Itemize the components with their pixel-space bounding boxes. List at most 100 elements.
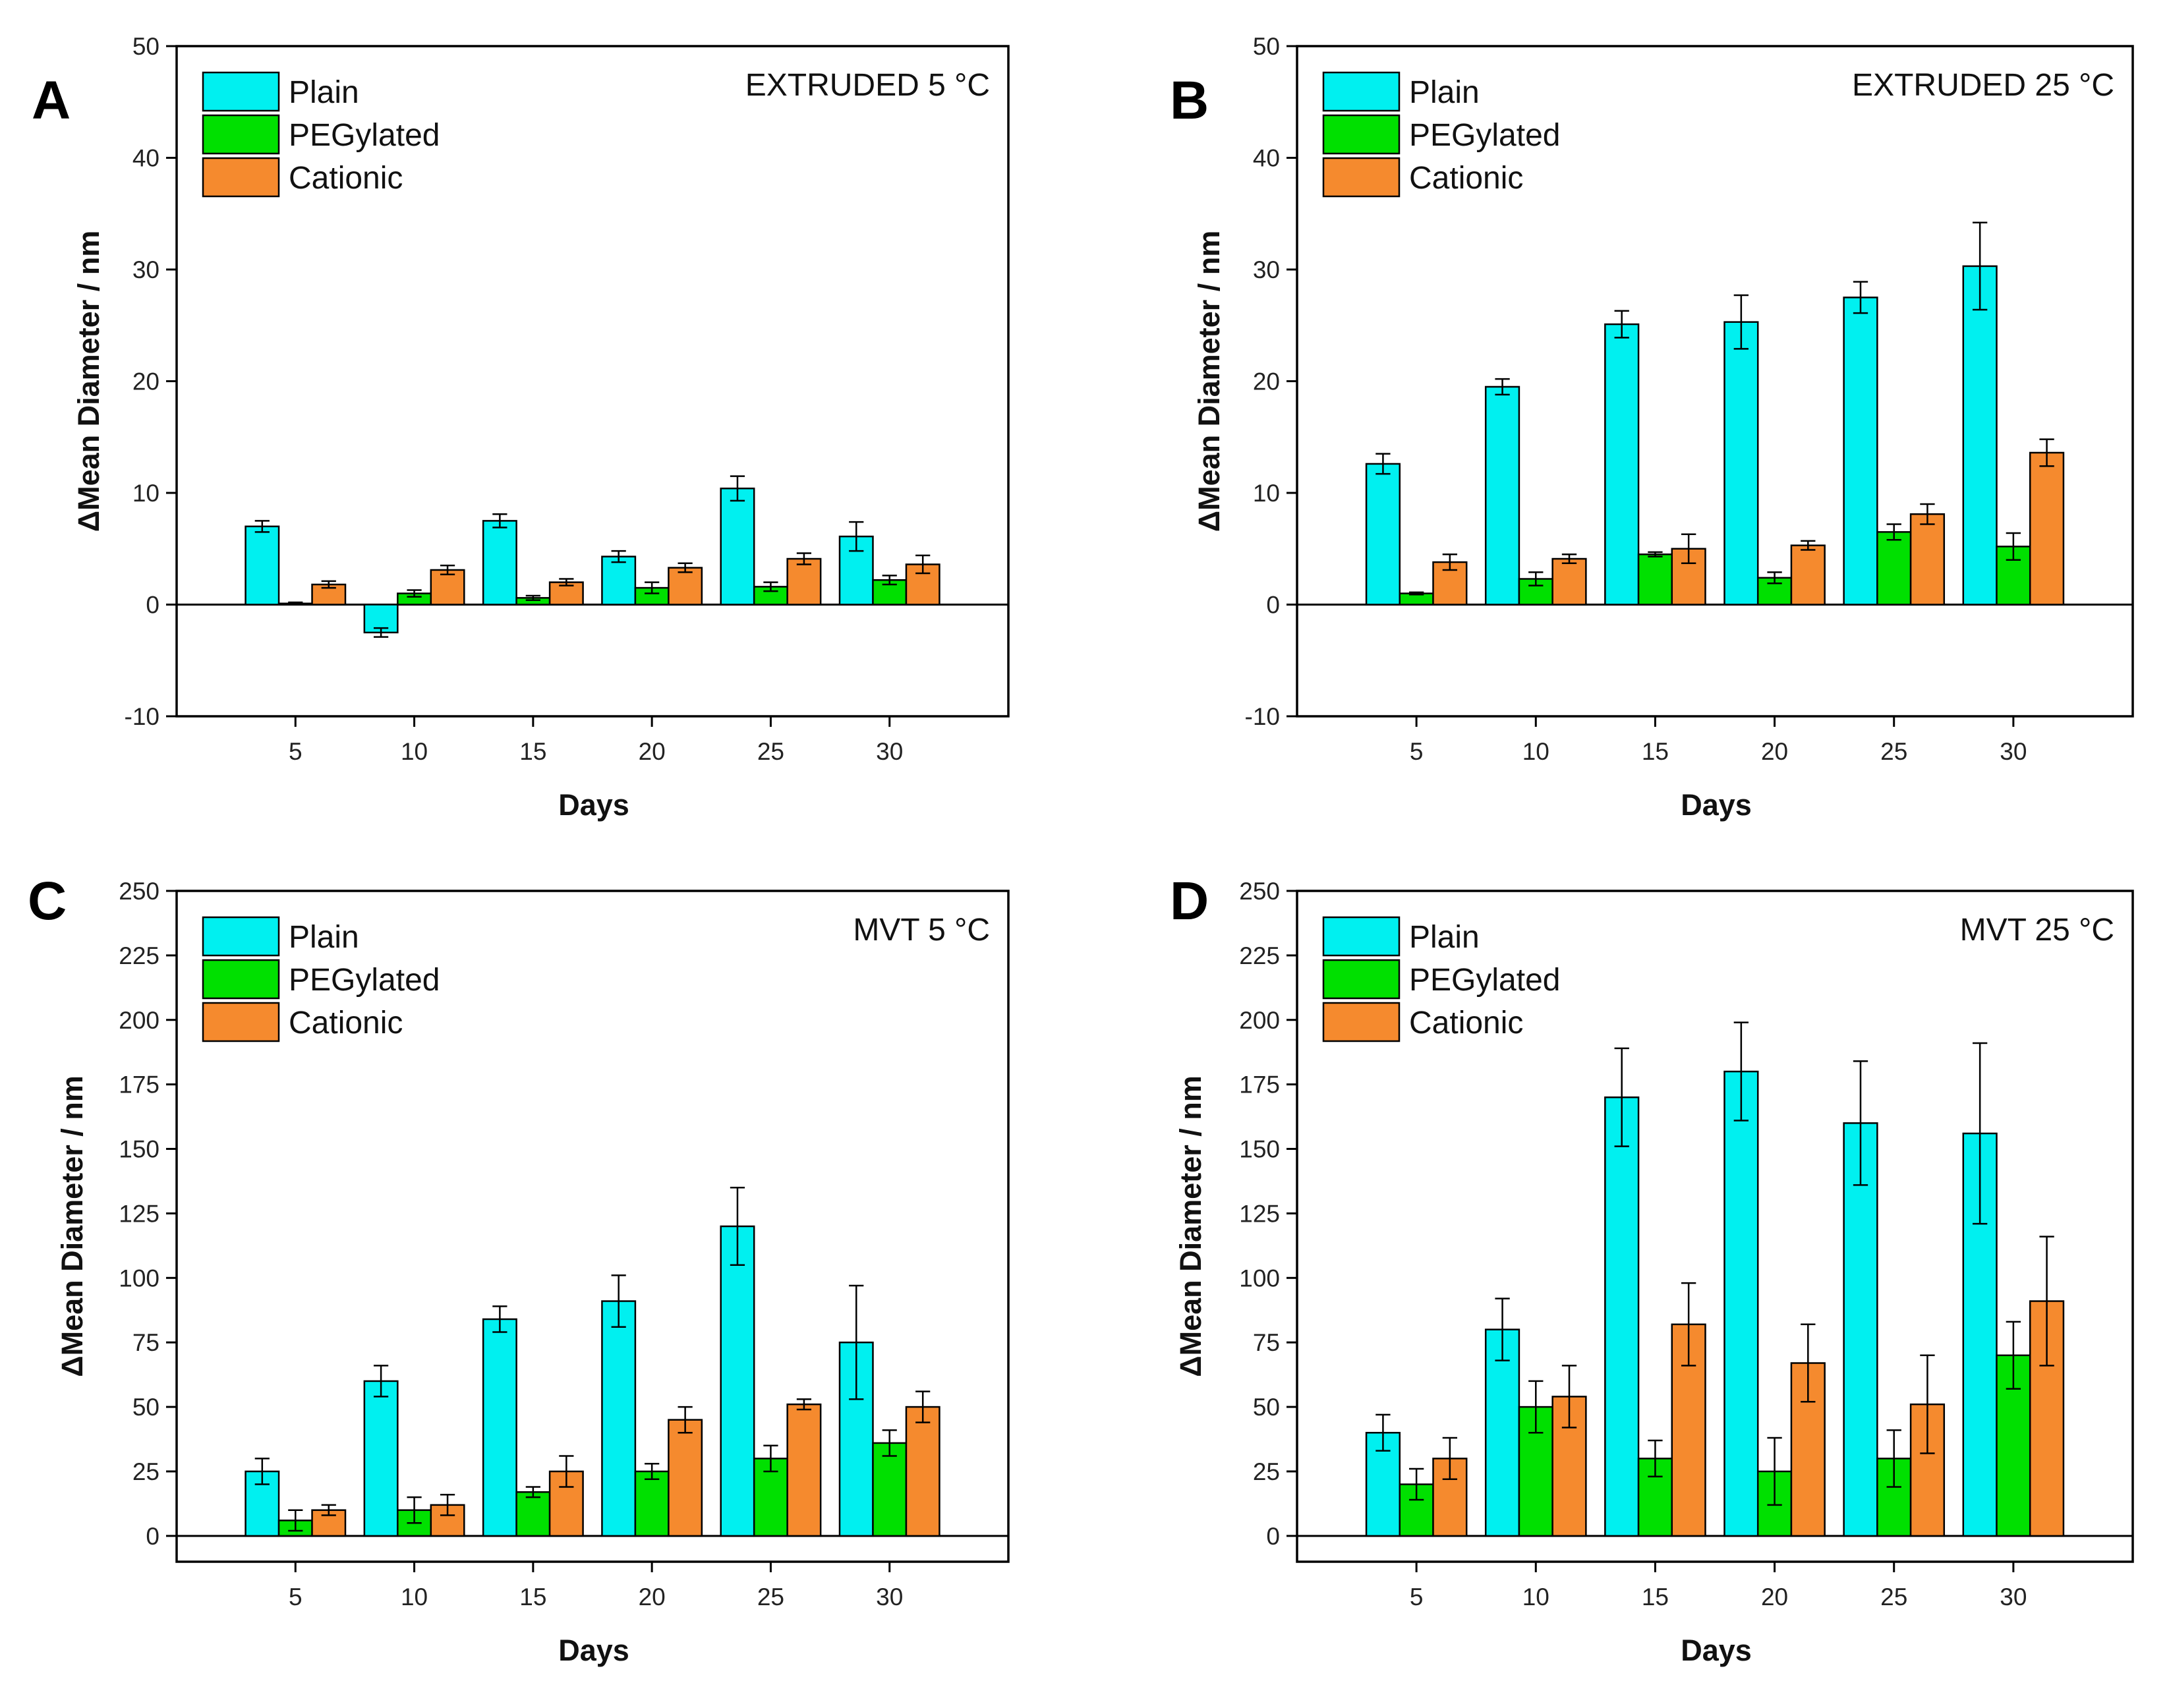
y-tick-label: 200 [1239, 1007, 1280, 1034]
bar-cationic-day-30 [2029, 451, 2065, 606]
x-tick-label: 10 [1522, 738, 1549, 765]
error-bar-cationic-day-5 [321, 580, 336, 589]
x-tick-label: 30 [876, 1583, 903, 1610]
error-bar-pegylated-day-10 [407, 589, 422, 598]
error-bar-cationic-day-25 [796, 1398, 812, 1411]
error-bar-cationic-day-25 [796, 552, 812, 565]
error-bar-plain-day-5 [254, 520, 270, 533]
y-tick-label: 40 [1253, 145, 1280, 172]
y-tick-label: 200 [119, 1007, 159, 1034]
x-tick-label: 5 [1410, 1583, 1424, 1610]
bar-plain-day-10 [363, 1380, 399, 1537]
error-bar-plain-day-5 [254, 1458, 270, 1485]
bar-cationic-day-20 [668, 1419, 703, 1537]
legend-swatch-pegylated [1322, 959, 1401, 1000]
y-tick-label: 250 [119, 878, 159, 905]
error-bar-pegylated-day-20 [1767, 1437, 1782, 1506]
bar-plain-day-25 [1843, 297, 1878, 606]
legend-swatch-pegylated [202, 959, 280, 1000]
x-tick-label: 20 [639, 1583, 666, 1610]
panel-letter-d: D [1170, 871, 1209, 931]
error-bar-cationic-day-30 [2039, 1236, 2054, 1367]
error-bar-pegylated-day-20 [645, 581, 660, 594]
error-bar-pegylated-day-30 [2006, 1321, 2021, 1390]
bar-plain-day-10 [1484, 385, 1520, 606]
y-axis-title: ΔMean Diameter / nm [1174, 1075, 1207, 1377]
x-tick-label: 5 [289, 1583, 303, 1610]
y-tick-label: -10 [1245, 703, 1280, 730]
error-bar-cationic-day-5 [1442, 1437, 1458, 1480]
bar-pegylated-day-30 [872, 1442, 908, 1537]
error-bar-cationic-day-25 [1920, 503, 1935, 525]
legend-label-cationic: Cationic [1409, 161, 1523, 196]
legend: Plain PEGylated Cationic [1322, 71, 1560, 198]
error-bar-pegylated-day-5 [1408, 1467, 1424, 1501]
legend-label-plain: Plain [289, 920, 359, 955]
x-tick-label: 15 [519, 1583, 546, 1610]
error-bar-pegylated-day-5 [1408, 591, 1424, 596]
bar-plain-day-25 [1843, 1122, 1878, 1537]
error-bar-cationic-day-30 [2039, 438, 2054, 467]
panel-letter-a: A [32, 71, 71, 130]
x-axis-title: Days [558, 1634, 629, 1667]
bar-plain-day-20 [601, 1300, 637, 1537]
error-bar-pegylated-day-15 [525, 594, 540, 601]
bar-cationic-day-10 [1551, 557, 1587, 606]
error-bar-plain-day-15 [1614, 310, 1629, 339]
y-tick-label: 30 [132, 256, 159, 283]
x-axis-title: Days [1681, 1634, 1752, 1667]
legend-label-cationic: Cationic [289, 161, 403, 196]
y-tick-label: 0 [146, 1523, 159, 1550]
error-bar-cationic-day-10 [440, 1493, 455, 1516]
error-bar-plain-day-25 [1853, 281, 1868, 314]
x-tick-label: 10 [401, 738, 428, 765]
error-bar-pegylated-day-30 [882, 575, 897, 586]
error-bar-cationic-day-10 [1561, 553, 1577, 565]
error-bar-plain-day-20 [1733, 294, 1749, 350]
chart-panel-c: C 0 25 50 75 100 125 150 175 200 225 250 5 10 15 20 25 30… [28, 871, 1010, 1667]
condition-label: EXTRUDED 25 °C [1852, 68, 2114, 103]
error-bar-plain-day-20 [611, 1274, 626, 1328]
bar-plain-day-20 [601, 555, 637, 606]
error-bar-pegylated-day-30 [2006, 532, 2021, 561]
legend-label-plain: Plain [1409, 920, 1480, 955]
error-bar-cationic-day-15 [559, 1455, 574, 1488]
x-axis-title: Days [558, 788, 629, 822]
legend-swatch-pegylated [202, 114, 280, 155]
bar-plain-day-20 [1723, 1070, 1759, 1537]
y-tick-label: 225 [1239, 942, 1280, 969]
x-tick-label: 15 [1642, 1583, 1669, 1610]
x-tick-label: 20 [1761, 1583, 1788, 1610]
y-tick-label: 10 [132, 480, 159, 507]
y-tick-label: 50 [132, 1394, 159, 1421]
y-tick-label: 50 [1253, 33, 1280, 60]
legend-label-pegylated: PEGylated [1409, 118, 1560, 153]
bar-plain-day-15 [482, 520, 517, 606]
y-tick-label: 20 [1253, 368, 1280, 395]
bar-pegylated-day-15 [1637, 553, 1673, 606]
error-bar-pegylated-day-15 [1648, 551, 1663, 557]
y-tick-label: 175 [119, 1071, 159, 1098]
x-tick-label: 20 [1761, 738, 1788, 765]
x-tick-label: 15 [519, 738, 546, 765]
condition-label: EXTRUDED 5 °C [745, 68, 990, 103]
x-tick-label: 30 [876, 738, 903, 765]
x-axis-title: Days [1681, 788, 1752, 822]
bar-cationic-day-20 [1790, 544, 1826, 606]
error-bar-pegylated-day-10 [407, 1496, 422, 1524]
x-tick-label: 25 [757, 1583, 784, 1610]
y-tick-label: 20 [132, 368, 159, 395]
x-tick-label: 30 [2000, 738, 2027, 765]
error-bar-cationic-day-20 [1801, 1323, 1816, 1403]
x-tick-label: 25 [1880, 738, 1907, 765]
error-bar-cationic-day-5 [321, 1504, 336, 1516]
y-tick-label: 75 [132, 1329, 159, 1356]
y-tick-label: 150 [119, 1136, 159, 1163]
panel-letter-b: B [1170, 71, 1209, 130]
y-tick-label: 225 [119, 942, 159, 969]
error-bar-cationic-day-30 [915, 554, 931, 575]
legend-swatch-plain [1322, 71, 1401, 112]
y-axis-title: ΔMean Diameter / nm [72, 231, 105, 532]
error-bar-pegylated-day-25 [763, 581, 778, 592]
legend-label-pegylated: PEGylated [1409, 963, 1560, 998]
